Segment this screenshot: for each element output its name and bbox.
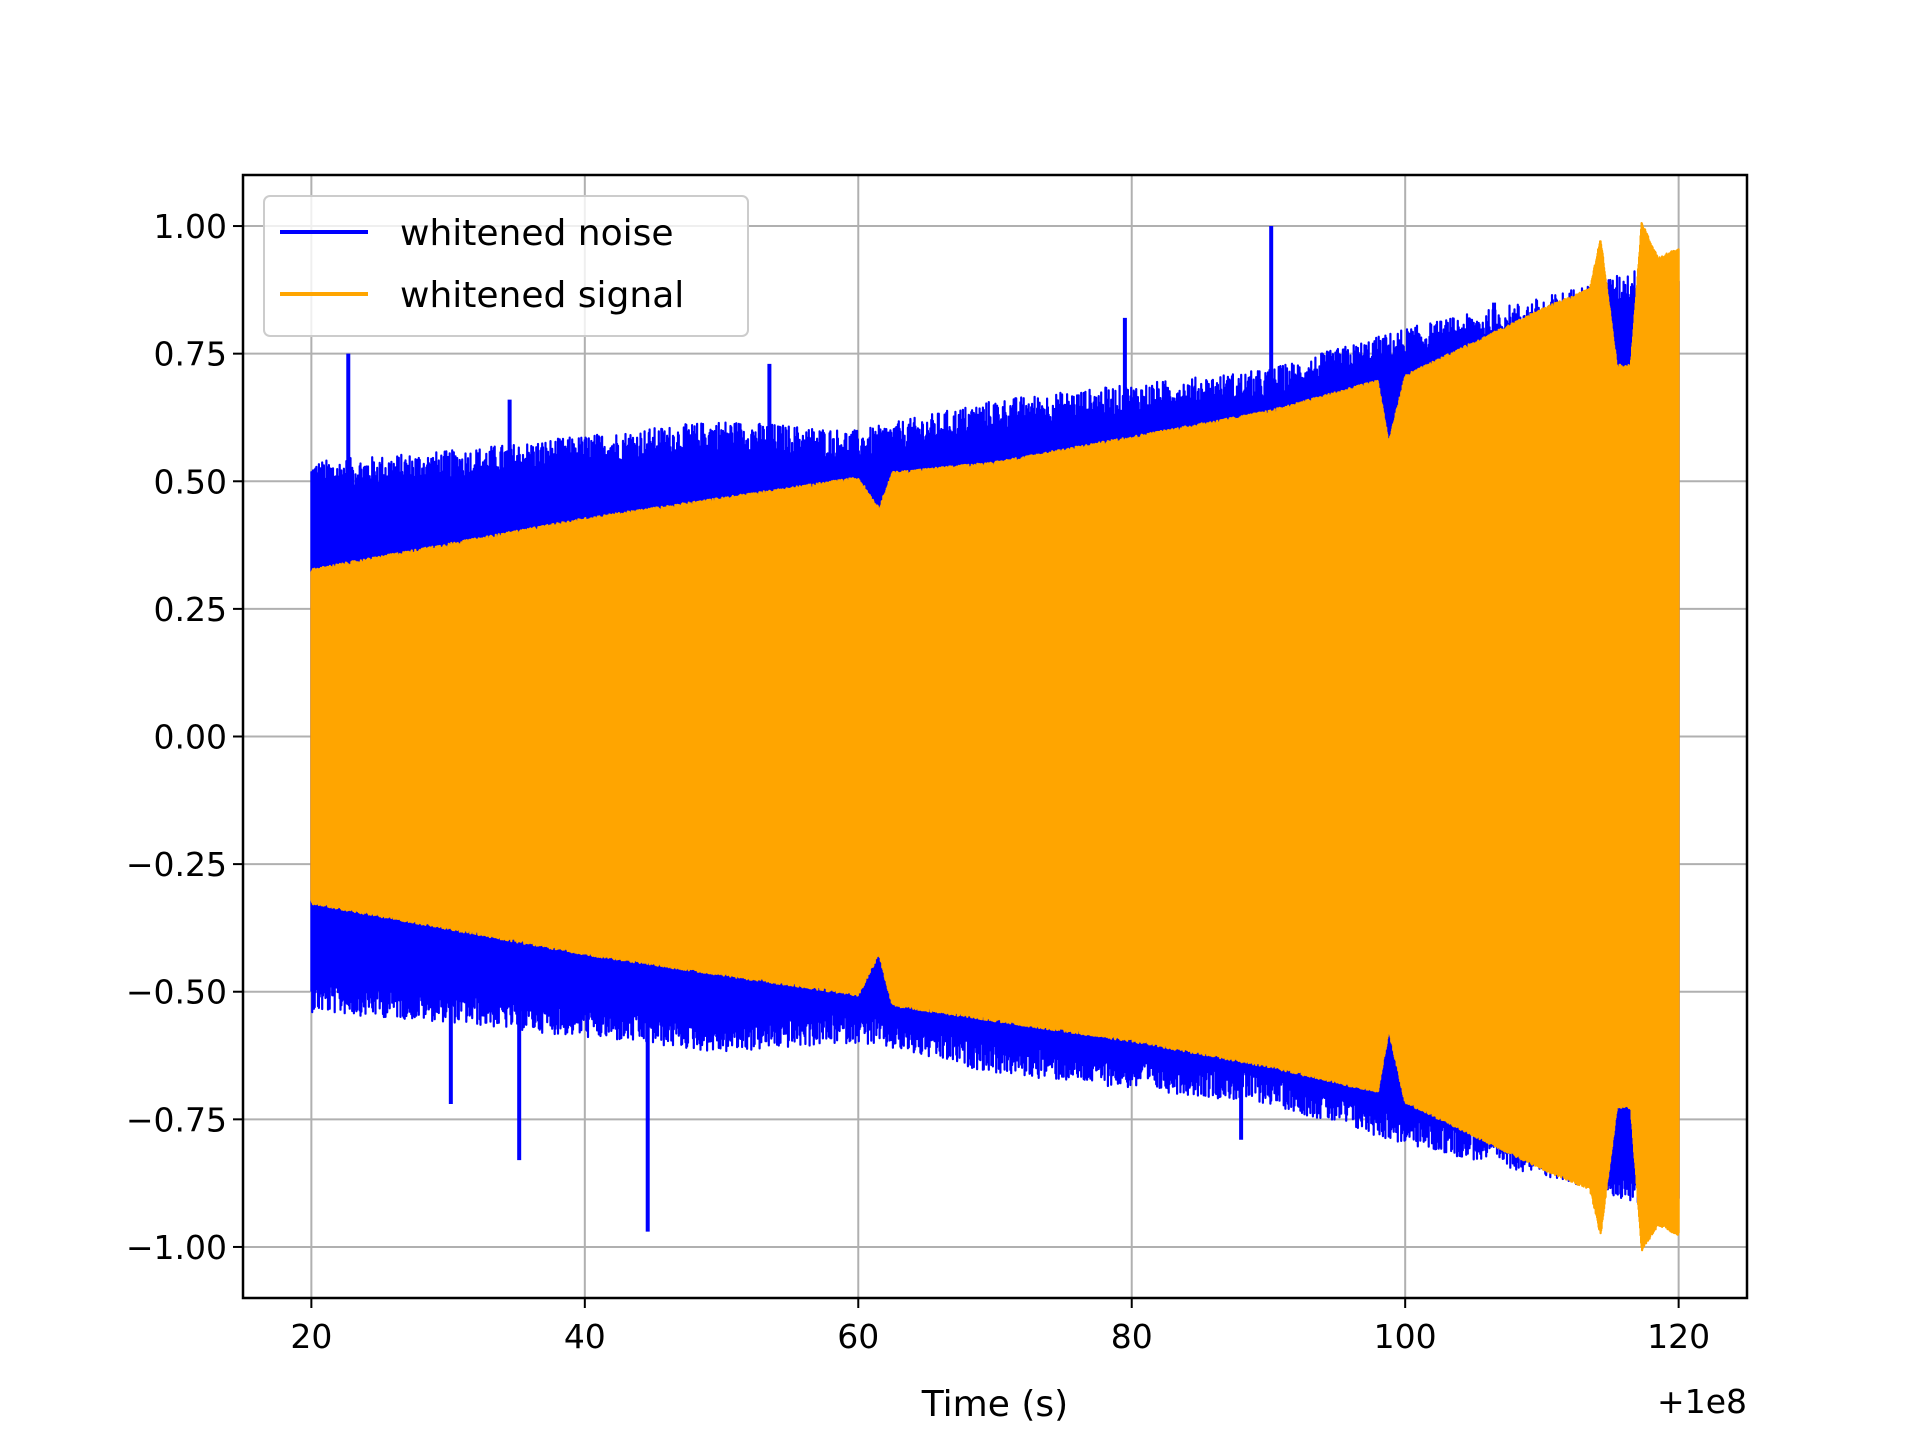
legend-label-whitened-signal: whitened signal: [400, 275, 684, 316]
y-tick-label: 0.00: [154, 718, 227, 757]
y-tick-label: −0.75: [126, 1100, 227, 1139]
axis-ticks: 20 40 60 80 100 120 1.00 0.75 0.50 0.25 0.00 −0.25 −…: [126, 207, 1710, 1356]
legend: whitened noise whitened signal: [263, 195, 749, 337]
x-axis-label: Time (s): [921, 1384, 1068, 1425]
legend-label-whitened-noise: whitened noise: [400, 213, 674, 254]
y-tick-label: 0.75: [154, 335, 227, 374]
data-layer: [310, 222, 1680, 1252]
x-tick-label: 100: [1374, 1317, 1437, 1356]
x-tick-label: 20: [290, 1317, 332, 1356]
series-line-whitened-signal: [310, 222, 1680, 1252]
y-tick-label: 0.50: [154, 462, 227, 501]
y-tick-label: 1.00: [154, 207, 227, 246]
y-tick-label: 0.25: [154, 590, 227, 629]
x-tick-label: 120: [1647, 1317, 1710, 1356]
y-tick-label: −0.25: [126, 845, 227, 884]
legend-box: [263, 195, 749, 337]
x-tick-label: 60: [837, 1317, 879, 1356]
x-tick-label: 80: [1111, 1317, 1153, 1356]
y-tick-label: −1.00: [126, 1228, 227, 1267]
x-tick-label: 40: [564, 1317, 606, 1356]
x-axis-offset-label: +1e8: [1657, 1382, 1747, 1421]
y-tick-label: −0.50: [126, 973, 227, 1012]
